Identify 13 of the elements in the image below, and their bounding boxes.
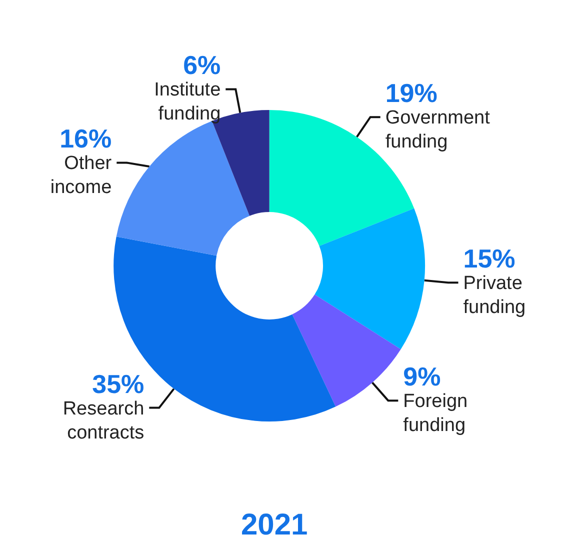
data-label: 35% — [92, 368, 144, 399]
slice-label: Other income — [50, 153, 112, 198]
slice-label: Institute funding — [154, 80, 221, 125]
data-label: 9% — [403, 362, 441, 392]
slice-label: Government funding — [385, 108, 491, 153]
slice-label: Private funding — [463, 273, 526, 318]
data-label: 16% — [60, 124, 112, 154]
slice-label: Foreign funding — [403, 391, 468, 436]
data-label: 6% — [183, 50, 221, 80]
data-label: 19% — [385, 78, 438, 108]
slice-label: Research contracts — [62, 398, 144, 444]
data-label: 15% — [463, 244, 516, 274]
text: 2021 — [240, 508, 308, 542]
